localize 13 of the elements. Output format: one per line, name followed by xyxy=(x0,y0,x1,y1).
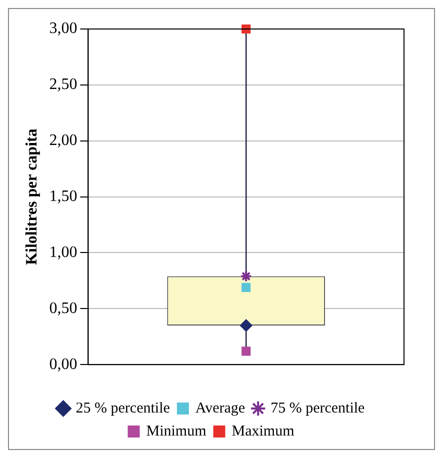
legend-label: 75 % percentile xyxy=(270,400,366,416)
legend-label: Maximum xyxy=(232,423,295,440)
y-tick-label: 0,00 xyxy=(49,356,78,373)
y-tick-label: 1,00 xyxy=(49,244,78,261)
y-axis-title: Kilolitres per capita xyxy=(24,128,41,265)
y-tick-label: 0,50 xyxy=(49,300,78,317)
y-tick-label: 2,00 xyxy=(49,132,78,150)
y-tick-label: 3,00 xyxy=(49,20,78,38)
y-tick-label: 2,50 xyxy=(49,76,78,94)
legend-label: Average xyxy=(195,400,246,416)
y-tick-label: 1,50 xyxy=(49,188,78,206)
legend-label: Minimum xyxy=(146,423,207,440)
legend-label: 25 % percentile xyxy=(76,400,170,416)
